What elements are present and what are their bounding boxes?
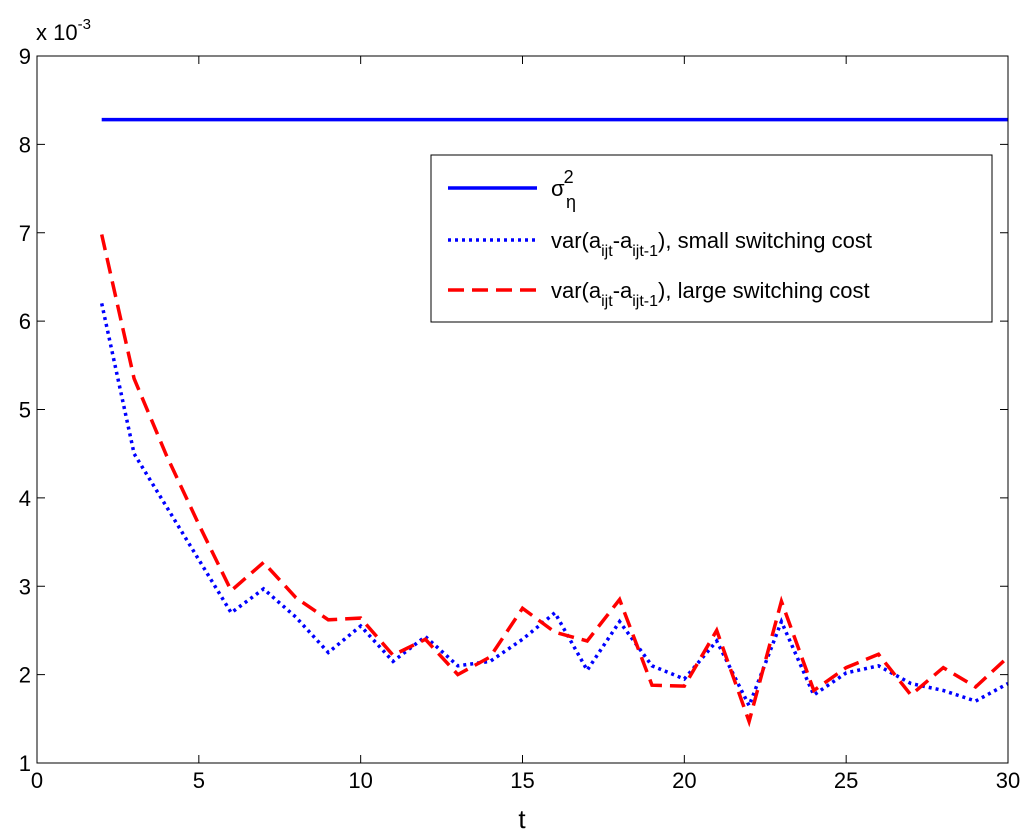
x-tick-label: 20: [672, 768, 696, 793]
y-tick-label: 5: [19, 398, 31, 423]
legend-small-mid: -a: [613, 228, 633, 253]
y-tick-label: 1: [19, 751, 31, 776]
y-tick-label: 9: [19, 44, 31, 69]
legend-small-main: var(a: [551, 228, 602, 253]
x-tick-label: 5: [193, 768, 205, 793]
legend-large-trail: ), large switching cost: [658, 278, 870, 303]
legend-box: [430, 154, 993, 323]
x-axis-title: t: [518, 804, 526, 834]
y-tick-label: 6: [19, 309, 31, 334]
y-axis-multiplier-exponent: -3: [78, 16, 91, 33]
legend-sigma-main: σ: [551, 176, 565, 201]
x-tick-label: 25: [834, 768, 858, 793]
legend-label-large: var(aijt-aijt-1), large switching cost: [551, 278, 870, 310]
legend-sigma-sub: η: [566, 192, 576, 212]
y-axis-multiplier-base: x 10: [36, 20, 78, 45]
y-tick-label: 7: [19, 221, 31, 246]
legend-sigma-sup: 2: [564, 167, 574, 187]
legend: σ2 η var(aijt-aijt-1), small switching co…: [430, 154, 993, 323]
x-tick-label: 15: [510, 768, 534, 793]
legend-label-sigma: σ2 η: [551, 167, 576, 212]
legend-large-sub2: ijt-1: [632, 293, 658, 310]
y-tick-label: 8: [19, 132, 31, 157]
legend-small-sub1: ijt: [601, 243, 613, 260]
y-tick-label: 4: [19, 486, 31, 511]
legend-small-trail: ), small switching cost: [658, 228, 872, 253]
y-tick-label: 2: [19, 663, 31, 688]
y-tick-label: 3: [19, 574, 31, 599]
legend-label-small: var(aijt-aijt-1), small switching cost: [551, 228, 872, 260]
x-tick-label: 30: [996, 768, 1020, 793]
y-axis-multiplier: x 10-3: [36, 16, 91, 45]
axes-layer: 0 5 10 15 20 25 30 1 2 3 4 5 6 7 8 9: [19, 44, 1020, 793]
legend-large-mid: -a: [613, 278, 633, 303]
series-line-small-switching-cost: [99, 303, 1009, 710]
x-tick-label: 10: [348, 768, 372, 793]
legend-small-sub2: ijt-1: [632, 243, 658, 260]
x-tick-label: 0: [31, 768, 43, 793]
series-line-large-switching-cost: [99, 234, 1010, 728]
legend-large-sub1: ijt: [601, 293, 613, 310]
series-layer: [99, 117, 1010, 728]
legend-large-main: var(a: [551, 278, 602, 303]
